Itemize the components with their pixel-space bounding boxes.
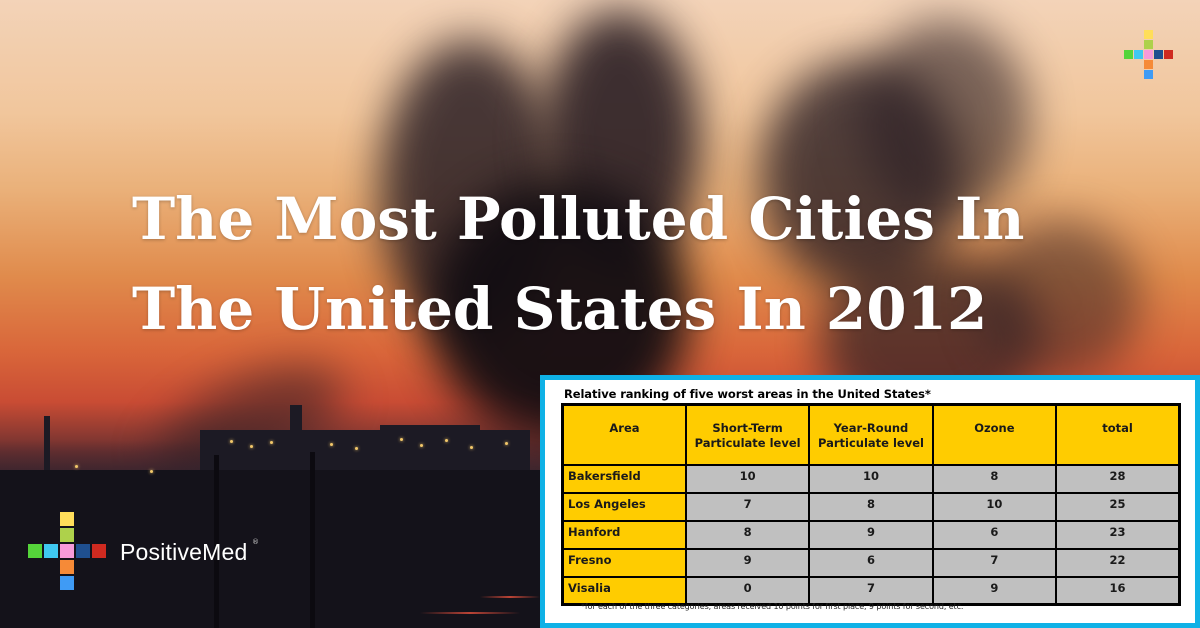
header-year-round: Year-Round Particulate level	[808, 403, 934, 466]
factory-light	[355, 447, 358, 450]
cell-ozone: 10	[931, 491, 1058, 522]
factory-light	[400, 438, 403, 441]
cell-year-round: 10	[808, 463, 934, 494]
headline-line-1: The Most Polluted Cities In	[132, 185, 1025, 253]
positivemed-logo: PositiveMed ®	[28, 512, 268, 592]
cell-year-round: 9	[808, 519, 934, 550]
ranking-table-panel: Relative ranking of five worst areas in …	[540, 375, 1200, 628]
cell-ozone: 9	[931, 575, 1058, 606]
factory-light	[420, 444, 423, 447]
cell-total: 25	[1055, 491, 1181, 522]
cell-short-term: 10	[684, 463, 811, 494]
header-text: Particulate level	[694, 436, 801, 450]
header-text: Particulate level	[817, 436, 924, 450]
utility-pole	[310, 452, 315, 628]
cell-year-round: 8	[808, 491, 934, 522]
cell-area: Visalia	[561, 575, 687, 606]
headline-title: The Most Polluted Cities In The United S…	[132, 174, 1032, 354]
table-footnote: *for each of the three categories, areas…	[581, 602, 964, 611]
factory-light	[230, 440, 233, 443]
factory-light	[75, 465, 78, 468]
cell-total: 16	[1055, 575, 1181, 606]
cell-area: Fresno	[561, 547, 687, 578]
header-text: Area	[609, 421, 640, 435]
factory-light	[150, 470, 153, 473]
header-text: Year-Round	[833, 421, 909, 435]
cell-ozone: 7	[931, 547, 1058, 578]
header-area: Area	[561, 403, 687, 466]
light-streak	[420, 612, 520, 614]
cell-short-term: 0	[684, 575, 811, 606]
factory-light	[250, 445, 253, 448]
cell-total: 28	[1055, 463, 1181, 494]
factory-light	[505, 442, 508, 445]
cell-total: 22	[1055, 547, 1181, 578]
pylon	[44, 416, 50, 476]
factory-silhouette	[380, 425, 480, 475]
ranking-table: Area Short-Term Particulate level Year-Ro…	[561, 403, 1181, 606]
utility-pole	[214, 455, 219, 628]
table-row: Bakersfield 10 10 8 28	[561, 463, 1181, 494]
cell-short-term: 7	[684, 491, 811, 522]
cell-area: Hanford	[561, 519, 687, 550]
table-row: Los Angeles 7 8 10 25	[561, 491, 1181, 522]
cell-short-term: 8	[684, 519, 811, 550]
table-row: Visalia 0 7 9 16	[561, 575, 1181, 606]
header-ozone: Ozone	[931, 403, 1058, 466]
cell-area: Los Angeles	[561, 491, 687, 522]
header-text: Short-Term	[712, 421, 783, 435]
brand-name: PositiveMed	[120, 539, 248, 565]
header-total: total	[1055, 403, 1181, 466]
positivemed-cross-icon	[28, 512, 108, 592]
cell-ozone: 6	[931, 519, 1058, 550]
cell-total: 23	[1055, 519, 1181, 550]
smoke-plume	[980, 220, 1140, 380]
table-row: Fresno 9 6 7 22	[561, 547, 1181, 578]
cell-area: Bakersfield	[561, 463, 687, 494]
factory-light	[330, 443, 333, 446]
smoke-plume	[860, 20, 1030, 220]
light-streak	[480, 596, 540, 598]
factory-light	[445, 439, 448, 442]
factory-light	[470, 446, 473, 449]
header-short-term: Short-Term Particulate level	[684, 403, 811, 466]
header-text: total	[1102, 421, 1133, 435]
headline-line-2: The United States In 2012	[132, 275, 988, 343]
factory-light	[270, 441, 273, 444]
registered-mark: ®	[252, 538, 259, 546]
table-header-row: Area Short-Term Particulate level Year-Ro…	[561, 403, 1181, 466]
cell-ozone: 8	[931, 463, 1058, 494]
table-row: Hanford 8 9 6 23	[561, 519, 1181, 550]
factory-tower	[290, 405, 302, 465]
cell-year-round: 7	[808, 575, 934, 606]
header-text: Ozone	[974, 421, 1015, 435]
table-caption: Relative ranking of five worst areas in …	[564, 387, 931, 401]
cell-short-term: 9	[684, 547, 811, 578]
positivemed-cross-icon-small	[1124, 30, 1174, 79]
cell-year-round: 6	[808, 547, 934, 578]
